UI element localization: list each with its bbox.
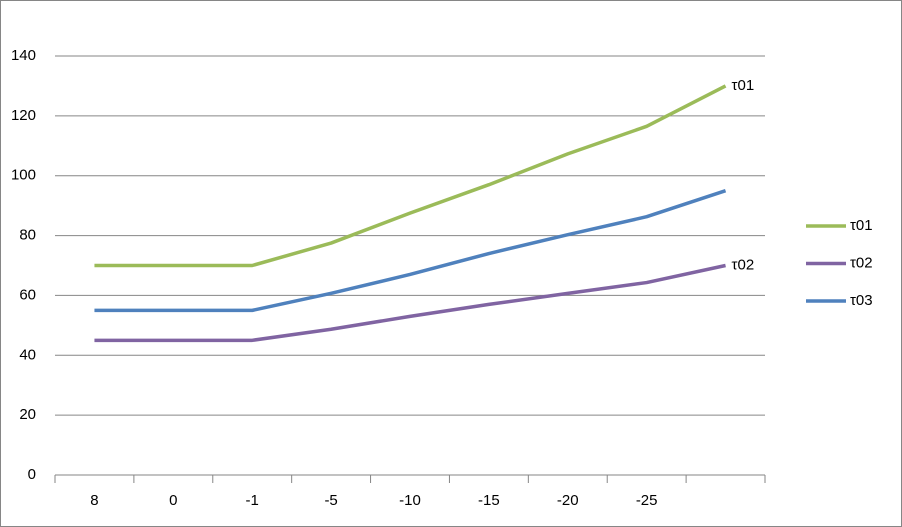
y-tick-label: 40 bbox=[19, 346, 36, 363]
y-tick-label: 140 bbox=[11, 47, 36, 64]
x-tick-label: -25 bbox=[636, 492, 658, 509]
series-line bbox=[94, 84, 727, 268]
x-tick-label: -1 bbox=[246, 492, 259, 509]
x-tick-label: -5 bbox=[324, 492, 337, 509]
x-tick-label: -10 bbox=[399, 492, 421, 509]
y-tick-label: 0 bbox=[28, 466, 36, 483]
x-tick-label: 0 bbox=[169, 492, 177, 509]
x-tick-label: -20 bbox=[557, 492, 579, 509]
x-tick-label: -15 bbox=[478, 492, 500, 509]
y-tick-label: 80 bbox=[19, 227, 36, 244]
y-tick-label: 60 bbox=[19, 286, 36, 303]
x-tick-label: 8 bbox=[90, 492, 98, 509]
series-line bbox=[94, 189, 727, 313]
y-tick-label: 120 bbox=[11, 107, 36, 124]
end-label: τ02 bbox=[732, 256, 755, 273]
y-tick-label: 100 bbox=[11, 167, 36, 184]
end-label: τ01 bbox=[732, 77, 755, 94]
legend-label: τ02 bbox=[850, 254, 873, 271]
y-tick-label: 20 bbox=[19, 406, 36, 423]
legend-label: τ03 bbox=[850, 292, 873, 309]
legend-label: τ01 bbox=[850, 217, 873, 234]
series-line bbox=[94, 263, 726, 343]
